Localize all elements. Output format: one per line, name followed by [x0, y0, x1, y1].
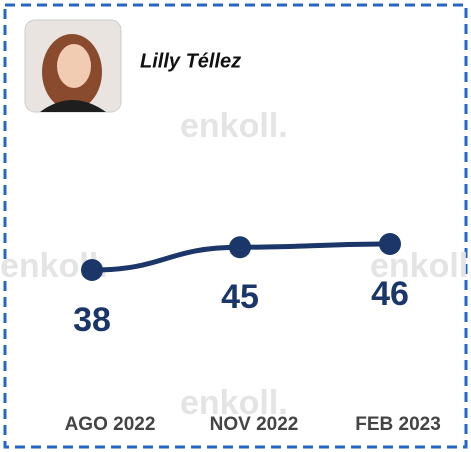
point [229, 236, 251, 259]
x-tick-label: FEB 2023 [355, 414, 441, 435]
chart-title: Lilly Téllez [140, 50, 241, 72]
data-label: 45 [221, 278, 259, 316]
x-tick-label: NOV 2022 [210, 414, 299, 435]
data-label: 38 [73, 301, 111, 339]
watermark: enkoll. [180, 384, 288, 422]
watermark: enkoll. [180, 107, 288, 145]
point [81, 259, 103, 281]
photo-body [40, 100, 106, 112]
photo-face [57, 44, 91, 88]
watermarks: enkoll. enkoll. enkoll. enkoll. [0, 107, 471, 422]
photo [24, 19, 122, 113]
point [379, 233, 401, 255]
x-tick-label: AGO 2022 [65, 414, 156, 435]
data-label: 46 [371, 275, 409, 313]
